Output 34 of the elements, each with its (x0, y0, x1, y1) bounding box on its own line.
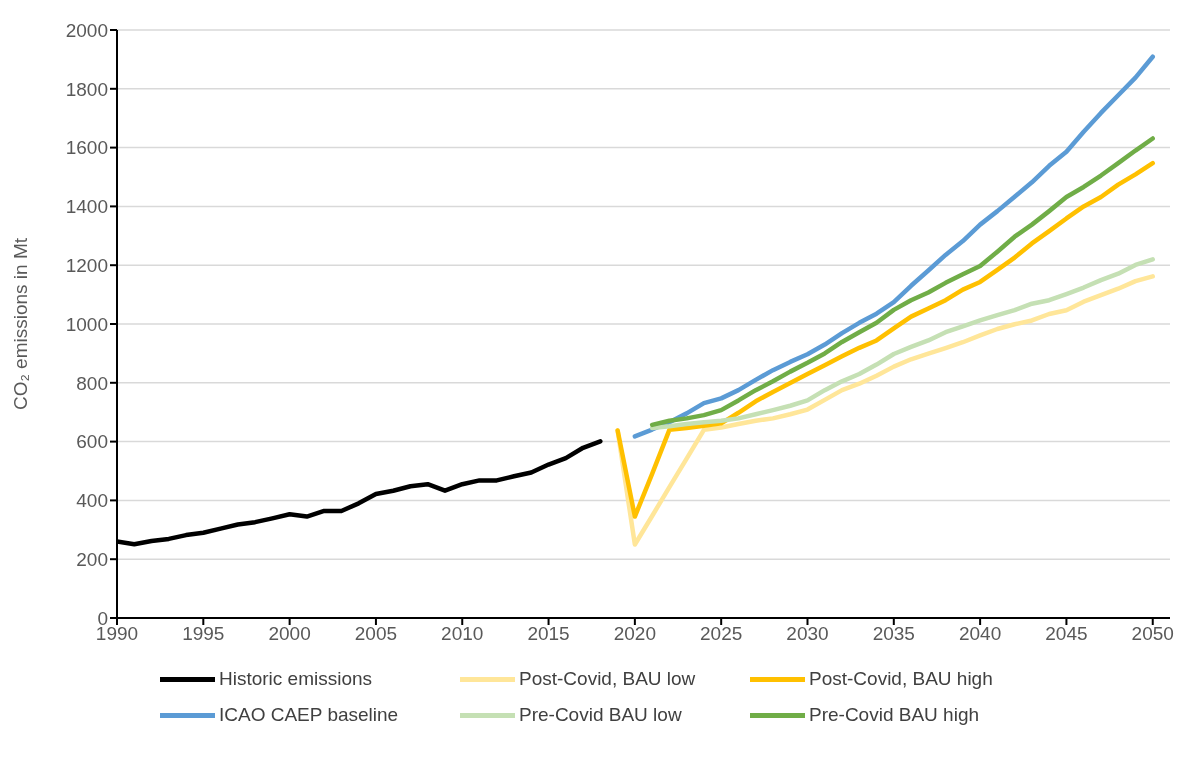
x-tick-label: 2010 (441, 623, 484, 645)
line-series (632, 54, 1155, 439)
y-axis-title: CO₂ emissions in Mt (9, 237, 31, 411)
x-tick-label: 2025 (700, 623, 743, 645)
y-tick-label: 1200 (65, 254, 108, 276)
x-tick-label: 2000 (268, 623, 311, 645)
legend-label: ICAO CAEP baseline (219, 704, 399, 726)
x-tick-label: 2050 (1131, 623, 1174, 645)
x-tick-label: 2030 (786, 623, 829, 645)
legend-label: Historic emissions (219, 668, 373, 690)
x-tick-label: 2035 (872, 623, 915, 645)
x-tick-label: 2020 (613, 623, 657, 645)
y-tick-label: 1000 (65, 313, 108, 335)
line-series (615, 274, 1155, 547)
y-tick-label: 2000 (65, 19, 108, 41)
line-series (649, 257, 1155, 431)
x-tick-label: 2045 (1045, 623, 1088, 645)
legend-label: Post-Covid, BAU high (809, 668, 993, 690)
legend-label: Pre-Covid BAU high (809, 704, 980, 726)
y-tick-label: 200 (76, 548, 108, 570)
x-tick-label: 2040 (958, 623, 1002, 645)
y-tick-label: 400 (76, 490, 108, 512)
legend-label: Pre-Covid BAU low (519, 704, 682, 726)
legend-label: Post-Covid, BAU low (519, 668, 696, 690)
x-tick-label: 1995 (182, 623, 225, 645)
y-tick-label: 1600 (65, 137, 108, 159)
line-series (649, 136, 1155, 428)
y-tick-label: 1800 (65, 78, 108, 100)
x-tick-label: 2015 (527, 623, 570, 645)
x-tick-label: 2005 (354, 623, 398, 645)
y-tick-label: 800 (76, 372, 108, 394)
line-series (615, 160, 1155, 519)
y-tick-label: 1400 (65, 196, 108, 218)
y-tick-label: 600 (76, 431, 108, 453)
